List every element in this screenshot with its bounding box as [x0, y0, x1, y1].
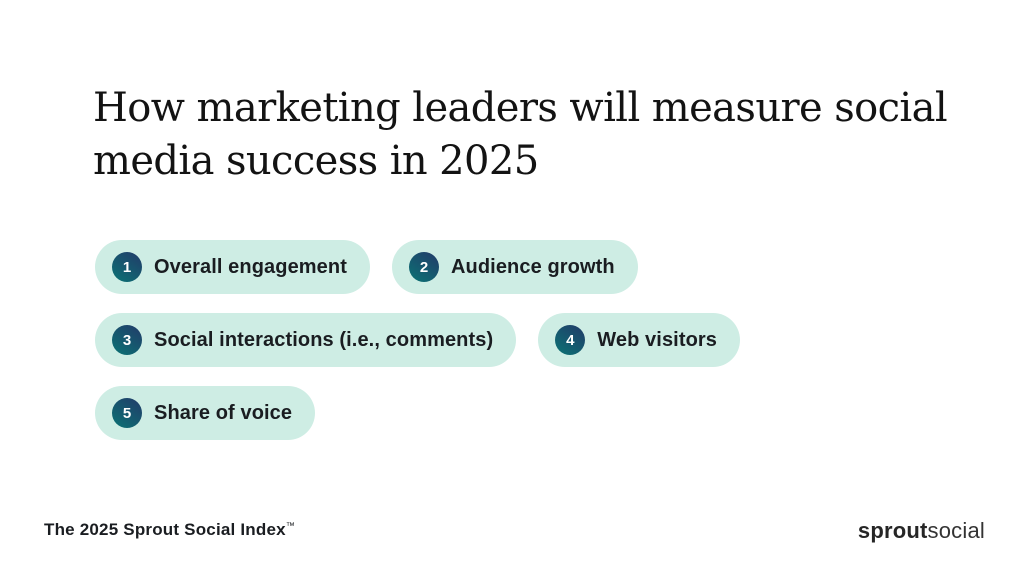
sproutsocial-logo: sproutsocial — [858, 518, 985, 544]
item-label: Audience growth — [450, 255, 615, 278]
source-text: The 2025 Sprout Social Index — [44, 520, 286, 539]
list-item-audience-growth: 2 Audience growth — [391, 240, 638, 294]
item-number-badge: 5 — [112, 398, 142, 428]
pill-row-2: 3 Social interactions (i.e., comments) 4… — [95, 313, 741, 367]
source-attribution: The 2025 Sprout Social Index™ — [44, 520, 295, 540]
item-label: Web visitors — [597, 328, 718, 351]
list-item-share-of-voice: 5 Share of voice — [95, 386, 316, 440]
trademark-symbol: ™ — [285, 520, 295, 531]
item-label: Share of voice — [154, 401, 293, 424]
pill-row-3: 5 Share of voice — [95, 386, 740, 440]
page-title-line1: How marketing leaders will measure socia… — [93, 85, 948, 131]
pill-row-1: 1 Overall engagement 2 Audience growth — [95, 240, 740, 294]
logo-social-text: social — [927, 518, 985, 543]
list-item-web-visitors: 4 Web visitors — [538, 313, 741, 367]
item-label: Social interactions (i.e., comments) — [154, 328, 494, 351]
item-number-badge: 3 — [112, 325, 142, 355]
item-number-badge: 1 — [112, 252, 142, 282]
page-title: How marketing leaders will measure socia… — [93, 82, 973, 188]
page-title-line2: media success in 2025 — [93, 138, 539, 184]
list-item-overall-engagement: 1 Overall engagement — [95, 240, 370, 294]
item-number-badge: 4 — [555, 325, 586, 355]
item-label: Overall engagement — [154, 255, 347, 278]
logo-sprout-text: sprout — [857, 518, 928, 543]
list-item-social-interactions: 3 Social interactions (i.e., comments) — [95, 313, 517, 367]
item-number-badge: 2 — [408, 252, 439, 282]
measurement-list: 1 Overall engagement 2 Audience growth 3… — [95, 240, 741, 459]
